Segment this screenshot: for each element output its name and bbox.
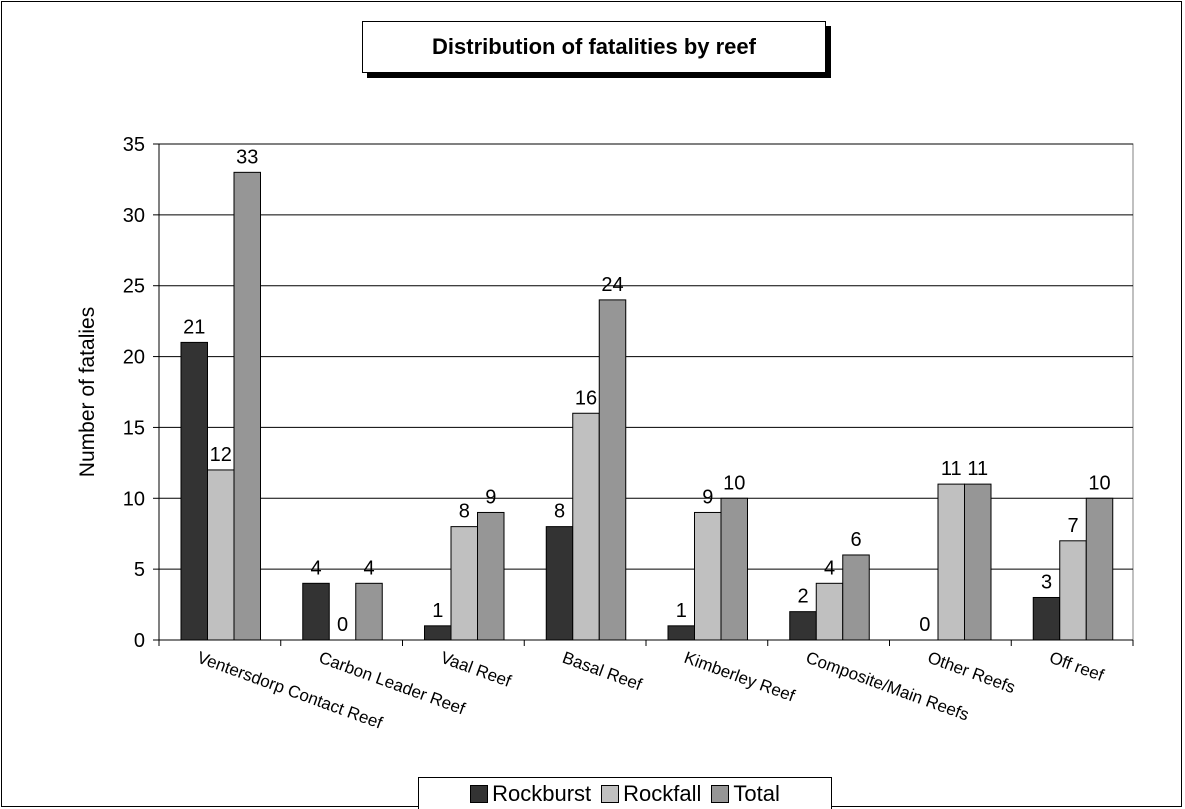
x-tick-label: Vaal Reef: [438, 648, 514, 691]
x-tick-label: Other Reefs: [925, 648, 1018, 697]
data-label: 11: [967, 458, 988, 480]
data-label: 1: [432, 600, 443, 622]
data-label: 8: [459, 501, 470, 523]
data-label: 2: [797, 586, 808, 608]
bar: [789, 611, 817, 641]
bar: [842, 554, 870, 641]
bar: [450, 526, 478, 641]
data-label: 4: [363, 557, 374, 579]
data-label: 24: [601, 274, 623, 296]
data-label: 4: [824, 557, 835, 579]
bar: [207, 469, 235, 641]
chart-title-text: Distribution of fatalities by reef: [432, 34, 756, 59]
y-axis-label: Number of fatalies: [76, 307, 99, 477]
data-label: 7: [1067, 515, 1078, 537]
data-label: 33: [236, 146, 258, 168]
y-tick-label: 0: [134, 630, 145, 652]
data-label: 0: [337, 614, 348, 636]
y-tick-label: 20: [123, 347, 145, 369]
bar: [233, 171, 261, 641]
data-label: 12: [210, 444, 232, 466]
data-label: 11: [941, 458, 962, 480]
bar: [1032, 596, 1061, 641]
legend-label-rockfall: Rockfall: [623, 780, 702, 806]
bar: [720, 497, 748, 641]
data-label: 4: [310, 557, 321, 579]
data-label: 10: [1088, 472, 1110, 494]
bar: [1059, 540, 1087, 641]
bar: [545, 526, 574, 641]
legend-item-total: Total: [711, 780, 780, 807]
y-tick-label: 35: [123, 134, 145, 156]
data-label: 9: [702, 486, 713, 508]
data-label: 9: [485, 486, 496, 508]
bar: [180, 341, 208, 641]
bar: [424, 625, 452, 641]
bar: [598, 299, 627, 641]
legend-label-total: Total: [733, 780, 780, 806]
data-label: 1: [676, 600, 687, 622]
bar: [477, 511, 505, 641]
chart-title: Distribution of fatalities by reef: [362, 21, 826, 73]
bar: [964, 483, 992, 641]
bar: [815, 582, 844, 641]
bar: [1085, 497, 1114, 641]
legend-swatch-total: [711, 784, 730, 803]
data-label: 10: [723, 472, 745, 494]
x-tick-label: Basal Reef: [560, 648, 645, 694]
bar: [937, 483, 965, 641]
y-tick-label: 15: [123, 417, 145, 439]
x-tick-label: Off reef: [1047, 648, 1107, 685]
y-tick-label: 5: [134, 559, 145, 581]
legend-label-rockburst: Rockburst: [492, 780, 592, 806]
legend-item-rockfall: Rockfall: [601, 781, 701, 807]
y-tick-label: 10: [123, 488, 145, 510]
data-label: 0: [919, 614, 930, 636]
y-tick-label: 30: [123, 205, 145, 227]
legend-swatch-rockburst: [470, 784, 489, 803]
bar: [572, 412, 600, 641]
bar: [302, 582, 330, 641]
legend: Rockburst Rockfall Total: [418, 777, 832, 809]
data-label: 6: [850, 529, 861, 551]
bar: [694, 511, 722, 641]
data-label: 3: [1041, 571, 1052, 593]
legend-swatch-rockfall: [601, 784, 620, 803]
data-label: 8: [554, 501, 565, 523]
legend-item-rockburst: Rockburst: [470, 781, 591, 807]
x-tick-label: Kimberley Reef: [682, 648, 798, 706]
y-tick-label: 25: [123, 276, 145, 298]
bar: [355, 582, 383, 641]
data-label: 16: [575, 387, 597, 409]
bar: [667, 625, 695, 641]
data-label: 21: [183, 316, 205, 338]
